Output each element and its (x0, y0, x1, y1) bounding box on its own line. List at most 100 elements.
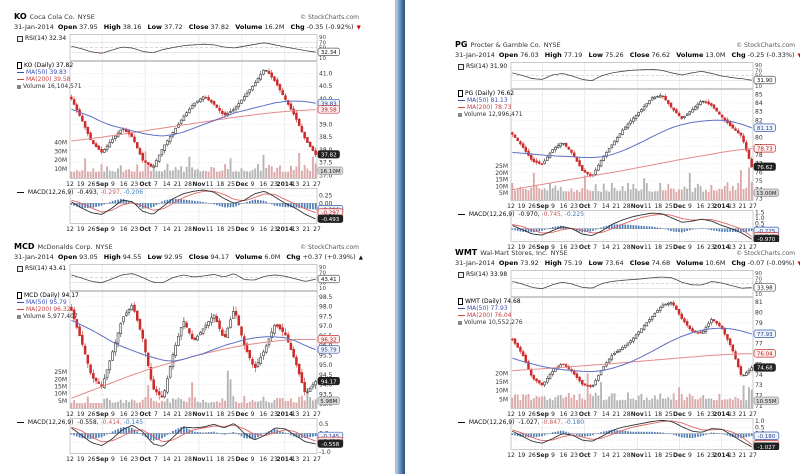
rsi-indicator-icon (458, 63, 464, 70)
svg-text:7: 7 (154, 226, 158, 233)
svg-text:23: 23 (270, 181, 278, 188)
svg-text:5.98M: 5.98M (320, 399, 337, 405)
price-legend: MCD (Daily) 94.17 MA(50) 95.79 MA(200) 9… (17, 292, 79, 320)
svg-text:2014: 2014 (713, 203, 730, 210)
rsi-legend: RSI(14) 33.98 (458, 271, 507, 278)
date-axis: 12 19 26 Sep 9 16 23 Oct 7 14 21 28 Nov 11 18 25 Dec 9 16 2… (507, 411, 757, 418)
svg-text:80: 80 (755, 135, 763, 142)
svg-text:Dec: Dec (236, 226, 249, 233)
high-value: 38.16 (122, 23, 142, 31)
svg-text:-1.0: -1.0 (319, 449, 331, 454)
svg-text:21: 21 (174, 456, 182, 463)
svg-text:Nov: Nov (631, 244, 644, 251)
svg-text:16: 16 (697, 452, 705, 459)
svg-text:Sep: Sep (96, 411, 109, 418)
candlestick-icon (17, 62, 22, 69)
macd-line-icon (458, 422, 465, 423)
volume-icon (458, 320, 462, 325)
svg-text:5M: 5M (499, 190, 508, 197)
svg-text:Oct: Oct (579, 203, 591, 210)
svg-text:14: 14 (602, 244, 610, 251)
svg-text:25M: 25M (54, 369, 67, 376)
svg-text:9: 9 (688, 411, 692, 418)
svg-text:-0.493: -0.493 (322, 217, 340, 223)
svg-text:40M: 40M (54, 139, 67, 146)
ticker-symbol: WMT (455, 248, 478, 257)
chart-header: KO Coca Cola Co. NYSE © StockCharts.com (14, 12, 359, 23)
chart-header: WMT Wal-Mart Stores, Inc. NYSE © StockCh… (455, 248, 795, 259)
svg-text:11: 11 (644, 244, 652, 251)
quote-row: 31-Jan-2014 Open 73.92 High 75.19 Low 73.64… (455, 259, 800, 270)
price-panel: KO (Daily) 37.82 MA(50) 39.83 MA(200) 39… (14, 61, 359, 179)
svg-text:12: 12 (66, 411, 74, 418)
svg-text:25: 25 (227, 456, 235, 463)
svg-text:21: 21 (739, 452, 747, 459)
close-value: 37.82 (210, 23, 230, 31)
date-axis: 12 19 26 Sep 9 16 23 Oct 7 14 21 28 Nov 11 18 25 Dec 9 16 2… (66, 411, 321, 418)
svg-text:0.5: 0.5 (755, 424, 765, 431)
svg-text:14: 14 (163, 181, 171, 188)
svg-text:18: 18 (654, 452, 662, 459)
svg-text:2014: 2014 (276, 226, 293, 233)
macd-panel: MACD(12,26,9) -0.558, -0.414, -0.145 0.5… (14, 418, 359, 454)
svg-text:94.5: 94.5 (319, 372, 333, 379)
svg-text:13.00M: 13.00M (756, 191, 777, 197)
ohlc-values: Open 73.92 High 75.19 Low 73.64 Close 74.68 … (498, 259, 800, 267)
ticker-symbol: MCD (14, 242, 35, 251)
svg-text:21: 21 (612, 411, 620, 418)
svg-text:30: 30 (319, 281, 326, 287)
svg-text:Oct: Oct (579, 411, 591, 418)
change-direction-icon: ▼ (797, 53, 800, 59)
svg-text:28: 28 (623, 203, 631, 210)
svg-text:26: 26 (88, 411, 96, 418)
svg-text:28: 28 (184, 411, 192, 418)
svg-text:9: 9 (688, 452, 692, 459)
svg-text:11: 11 (206, 181, 214, 188)
candlestick-icon (17, 292, 22, 299)
svg-text:12: 12 (66, 181, 74, 188)
window-splitter[interactable] (395, 0, 405, 474)
macd-plot: 1.00.50.0-0.5-1.0-0.180-0.847-1.027 (510, 418, 780, 450)
open-label: Open (57, 23, 78, 31)
svg-text:15M: 15M (495, 379, 508, 386)
svg-text:23: 23 (707, 203, 715, 210)
svg-text:18: 18 (217, 226, 225, 233)
chart-date: 31-Jan-2014 (14, 253, 54, 261)
date-axis: 12 19 26 Sep 9 16 23 Oct 7 14 21 28 Nov 11 18 25 Dec 9 16 2… (66, 181, 321, 188)
svg-text:90: 90 (755, 63, 762, 69)
svg-text:27: 27 (749, 411, 757, 418)
svg-text:2014: 2014 (713, 244, 730, 251)
svg-text:9: 9 (251, 181, 255, 188)
svg-text:16: 16 (120, 226, 128, 233)
rsi-indicator-icon (17, 35, 23, 42)
svg-text:11: 11 (206, 226, 214, 233)
svg-text:0.00: 0.00 (319, 200, 333, 207)
high-label: High (103, 23, 121, 31)
price-panel: PG (Daily) 76.62 MA(50) 81.13 MA(200) 78… (455, 89, 795, 201)
svg-text:26: 26 (88, 456, 96, 463)
svg-text:Sep: Sep (96, 181, 109, 188)
svg-text:10M: 10M (54, 391, 67, 398)
svg-text:Dec: Dec (236, 411, 249, 418)
svg-text:79: 79 (755, 320, 763, 327)
svg-text:18: 18 (217, 181, 225, 188)
svg-text:77.93: 77.93 (757, 332, 773, 338)
svg-text:41.0: 41.0 (319, 70, 333, 77)
svg-text:14: 14 (602, 452, 610, 459)
svg-text:23: 23 (707, 411, 715, 418)
svg-text:70: 70 (319, 40, 326, 46)
svg-text:9: 9 (251, 411, 255, 418)
svg-text:0.5: 0.5 (319, 421, 329, 428)
svg-text:2014: 2014 (276, 456, 293, 463)
svg-text:43.41: 43.41 (321, 277, 337, 283)
svg-text:Sep: Sep (536, 203, 549, 210)
svg-text:2014: 2014 (276, 411, 293, 418)
macd-plot: 0.250.00-0.25-0.50-0.206-0.297-0.493 (69, 188, 344, 224)
svg-text:90: 90 (319, 265, 326, 271)
svg-text:27: 27 (749, 452, 757, 459)
svg-text:Nov: Nov (631, 203, 644, 210)
svg-text:16: 16 (120, 181, 128, 188)
price-plot: 41.040.540.039.539.038.538.037.537.040M3… (54, 61, 344, 179)
svg-text:Oct: Oct (139, 181, 151, 188)
chart-pg: PG Procter & Gamble Co. NYSE © StockChar… (455, 40, 800, 251)
